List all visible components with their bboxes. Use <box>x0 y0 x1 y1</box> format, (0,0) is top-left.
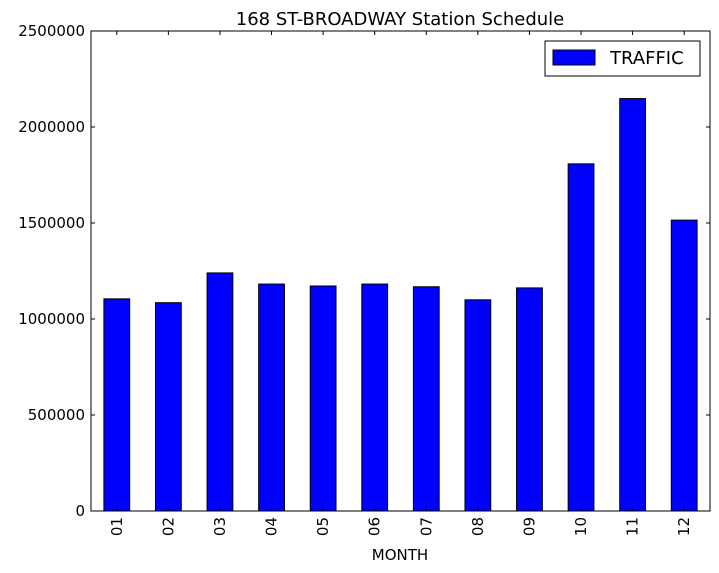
plot-frame <box>90 30 711 512</box>
x-tick-label: 03 <box>211 517 229 536</box>
chart-title: 168 ST-BROADWAY Station Schedule <box>236 9 564 30</box>
bar-06 <box>361 283 389 512</box>
x-tick-label: 07 <box>417 517 435 536</box>
x-axis-label: MONTH <box>372 546 428 564</box>
bars-layer <box>103 98 698 512</box>
bar-04 <box>258 283 285 512</box>
x-tick-label: 02 <box>159 517 177 536</box>
bar-07 <box>412 286 440 512</box>
bar-12 <box>670 219 698 512</box>
legend-swatch <box>552 49 596 66</box>
bar-09 <box>516 287 543 512</box>
bar-01 <box>103 298 131 512</box>
y-tick-label: 500000 <box>28 406 85 424</box>
legend-label: TRAFFIC <box>609 48 684 69</box>
x-tick-label: 10 <box>572 517 590 536</box>
x-tick-label: 06 <box>366 517 384 536</box>
legend: TRAFFIC <box>544 40 701 77</box>
x-tick-label: 08 <box>469 517 487 536</box>
bar-08 <box>464 299 492 512</box>
x-tick-label: 04 <box>263 517 281 536</box>
y-tick-label: 0 <box>75 502 85 520</box>
y-tick-label: 2000000 <box>18 118 85 136</box>
y-tick-label: 1500000 <box>18 214 85 232</box>
bar-10 <box>567 163 595 512</box>
bar-03 <box>206 272 234 512</box>
bar-05 <box>309 285 337 512</box>
ticks-layer: 01 02 03 04 05 06 07 08 09 10 11 12 0 500000 1000000 15… <box>18 22 710 536</box>
x-tick-label: 09 <box>520 517 538 536</box>
bar-11 <box>619 98 647 512</box>
y-tick-label: 1000000 <box>18 310 85 328</box>
x-tick-label: 12 <box>675 517 693 536</box>
bar-02 <box>154 302 182 512</box>
x-tick-label: 11 <box>624 517 642 536</box>
y-tick-label: 2500000 <box>18 22 85 40</box>
x-tick-label: 05 <box>314 517 332 536</box>
x-tick-label: 01 <box>108 517 126 536</box>
